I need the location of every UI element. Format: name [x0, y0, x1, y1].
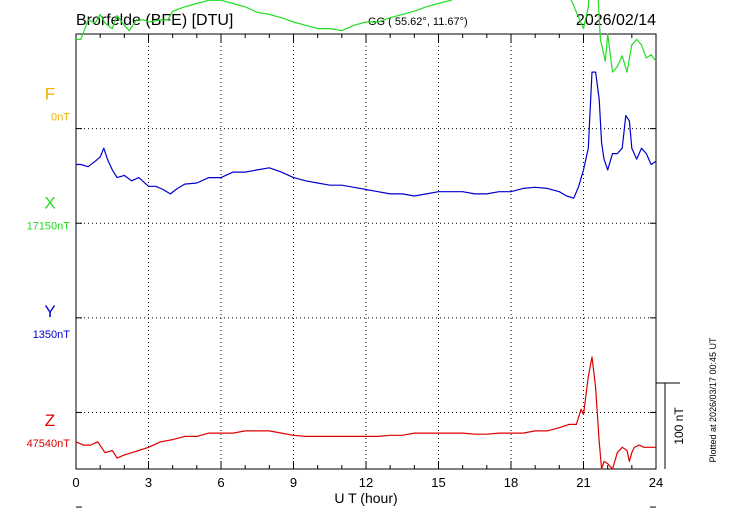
- component-labels: F 0nT X 17150nT Y 1350nT Z 47540nT: [27, 85, 71, 450]
- x-tick-label: 3: [145, 475, 152, 490]
- baseline-label-z: 47540nT: [27, 438, 71, 450]
- component-name-z: Z: [45, 411, 55, 430]
- x-tick-label: 12: [359, 475, 373, 490]
- date-label: 2026/02/14: [576, 12, 656, 29]
- x-tick-label: 18: [504, 475, 518, 490]
- series-line-y: [76, 71, 657, 199]
- plot-frame: [75, 33, 657, 470]
- scale-bar: 100 nT: [656, 382, 686, 469]
- baseline-label-f: 0nT: [51, 112, 70, 124]
- scale-bar-label: 100 nT: [672, 407, 686, 445]
- coordinates-label: GG ( 55.62°, 11.67°): [368, 16, 468, 28]
- x-tick-label: 21: [576, 475, 590, 490]
- baseline-label-x: 17150nT: [27, 220, 71, 232]
- x-axis-label: U T (hour): [334, 490, 397, 506]
- x-tick-label: 9: [290, 475, 297, 490]
- series-lines: [75, 0, 657, 470]
- grid-lines: [76, 34, 656, 469]
- axis-ticks: [75, 33, 657, 508]
- x-tick-label: 15: [431, 475, 445, 490]
- x-tick-labels: 0 3 6 9 12 15 18 21 24: [72, 475, 663, 490]
- x-tick-label: 6: [217, 475, 224, 490]
- baseline-label-y: 1350nT: [33, 329, 71, 341]
- component-name-x: X: [44, 193, 55, 212]
- plotted-timestamp: Plotted at 2026/03/17 00:45 UT: [708, 337, 718, 463]
- x-tick-label: 0: [72, 475, 79, 490]
- x-tick-label: 24: [649, 475, 663, 490]
- component-name-y: Y: [44, 302, 55, 321]
- series-line-x: [76, 0, 657, 73]
- component-name-f: F: [45, 85, 55, 104]
- series-line-z: [75, 356, 656, 470]
